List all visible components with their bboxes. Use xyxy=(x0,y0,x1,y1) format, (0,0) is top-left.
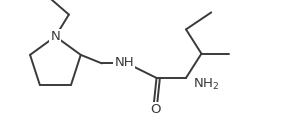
Text: O: O xyxy=(150,103,160,116)
Text: N: N xyxy=(50,30,60,43)
Text: NH$_2$: NH$_2$ xyxy=(193,76,219,92)
Text: NH: NH xyxy=(114,56,134,69)
